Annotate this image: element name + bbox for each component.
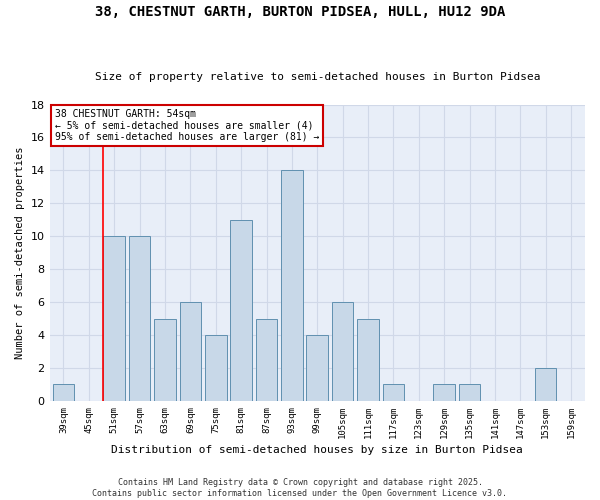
Bar [154,318,176,401]
Bar [103,236,125,401]
Bar [357,318,379,401]
Bar [230,220,252,401]
Text: Contains HM Land Registry data © Crown copyright and database right 2025.
Contai: Contains HM Land Registry data © Crown c… [92,478,508,498]
Text: 38 CHESTNUT GARTH: 54sqm
← 5% of semi-detached houses are smaller (4)
95% of sem: 38 CHESTNUT GARTH: 54sqm ← 5% of semi-de… [55,109,319,142]
Bar [535,368,556,401]
Bar [307,335,328,401]
Bar [205,335,227,401]
X-axis label: Distribution of semi-detached houses by size in Burton Pidsea: Distribution of semi-detached houses by … [112,445,523,455]
Y-axis label: Number of semi-detached properties: Number of semi-detached properties [15,146,25,359]
Bar [129,236,151,401]
Bar [332,302,353,401]
Bar [281,170,302,401]
Bar [459,384,481,401]
Title: Size of property relative to semi-detached houses in Burton Pidsea: Size of property relative to semi-detach… [95,72,540,82]
Bar [256,318,277,401]
Bar [433,384,455,401]
Text: 38, CHESTNUT GARTH, BURTON PIDSEA, HULL, HU12 9DA: 38, CHESTNUT GARTH, BURTON PIDSEA, HULL,… [95,5,505,19]
Bar [53,384,74,401]
Bar [179,302,201,401]
Bar [383,384,404,401]
